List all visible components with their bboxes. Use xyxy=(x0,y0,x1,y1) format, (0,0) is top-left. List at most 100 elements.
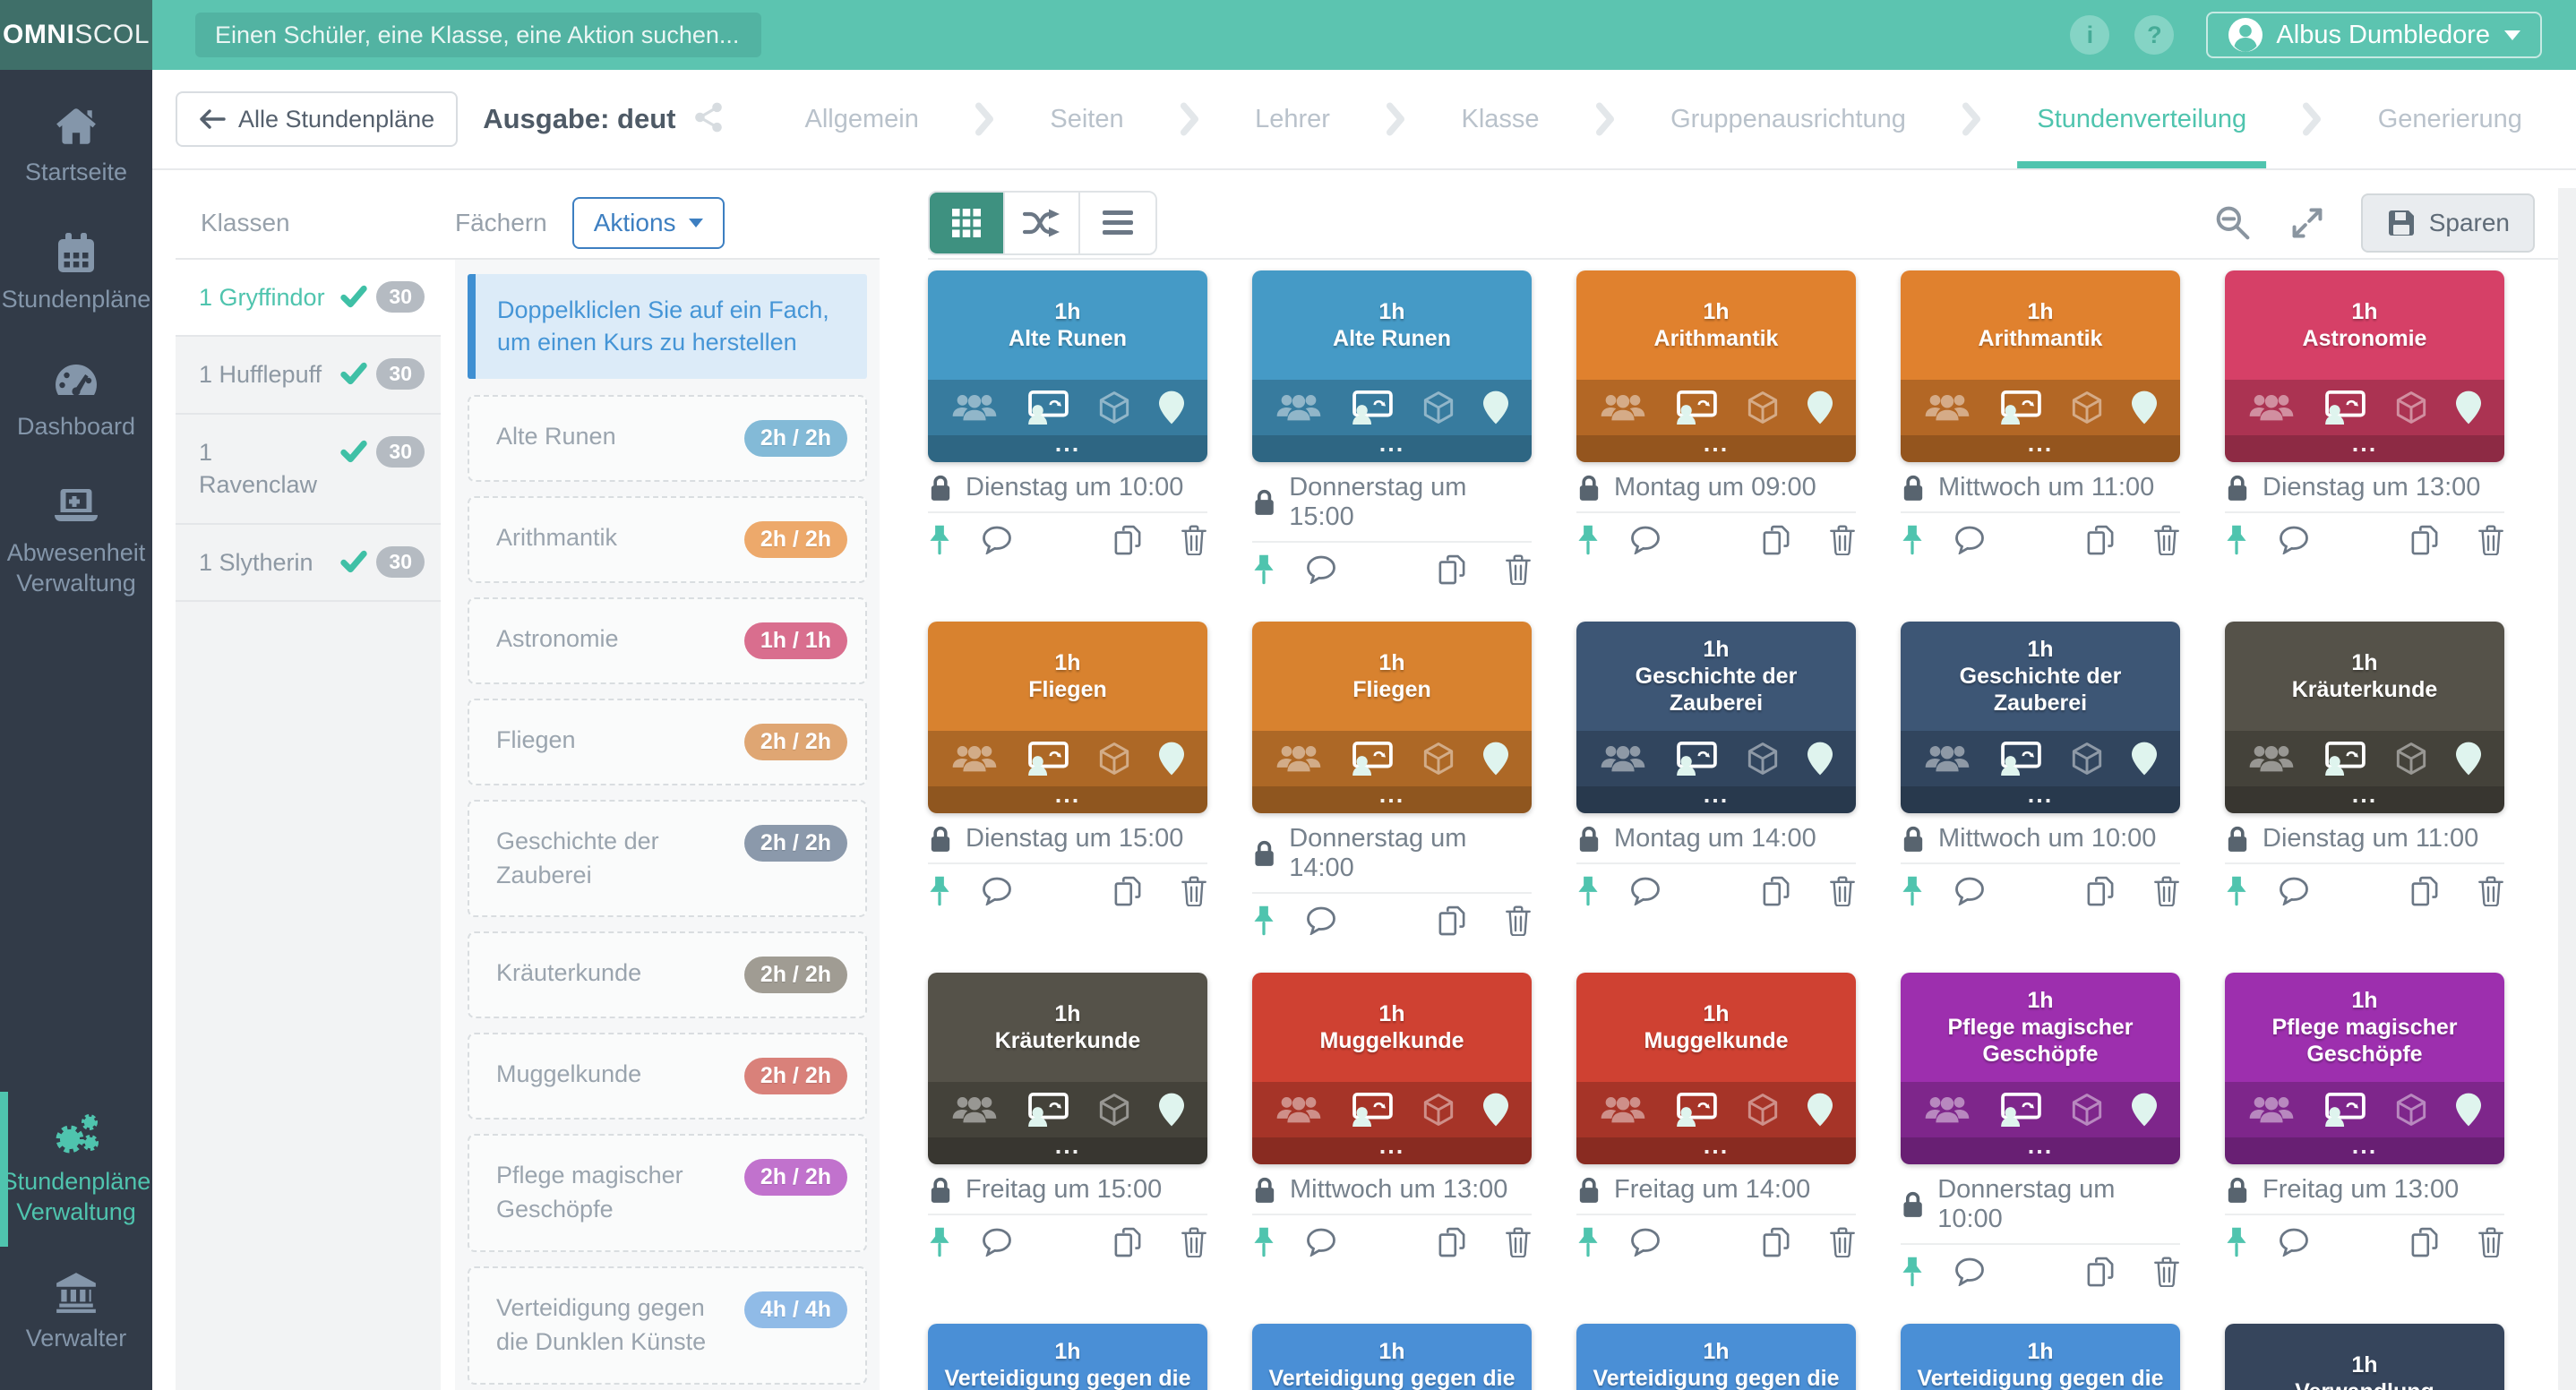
delete-icon[interactable] xyxy=(1505,554,1532,585)
course-card[interactable]: 1h Kräuterkunde ... xyxy=(2225,622,2504,813)
course-more-button[interactable]: ... xyxy=(1252,1134,1532,1164)
teacher-icon[interactable] xyxy=(1026,742,1070,776)
students-group-icon[interactable] xyxy=(1275,391,1322,424)
teacher-icon[interactable] xyxy=(2323,390,2367,425)
list-view-button[interactable] xyxy=(1080,193,1155,253)
comment-icon[interactable] xyxy=(1954,526,1985,554)
pin-icon[interactable] xyxy=(1576,524,1600,556)
course-more-button[interactable]: ... xyxy=(928,1134,1207,1164)
cube-icon[interactable] xyxy=(1097,390,1131,425)
comment-icon[interactable] xyxy=(1630,877,1661,905)
teacher-icon[interactable] xyxy=(1998,1093,2043,1127)
delete-icon[interactable] xyxy=(2153,876,2180,906)
shuffle-view-button[interactable] xyxy=(1005,193,1080,253)
comment-icon[interactable] xyxy=(1954,1257,1985,1286)
course-card[interactable]: 1h Alte Runen ... xyxy=(1252,270,1532,462)
class-list-item[interactable]: 1 Slytherin 30 xyxy=(176,524,441,603)
copy-icon[interactable] xyxy=(1114,1227,1141,1257)
copy-icon[interactable] xyxy=(1438,554,1465,585)
delete-icon[interactable] xyxy=(1829,1227,1856,1257)
copy-icon[interactable] xyxy=(2087,525,2114,555)
cube-icon[interactable] xyxy=(1746,1093,1780,1127)
cube-icon[interactable] xyxy=(1097,1093,1131,1127)
location-pin-icon[interactable] xyxy=(1158,390,1184,425)
comment-icon[interactable] xyxy=(982,526,1012,554)
subject-list-item[interactable]: Fliegen 2h / 2h xyxy=(468,698,867,785)
pin-icon[interactable] xyxy=(1901,875,1924,907)
course-more-button[interactable]: ... xyxy=(1901,432,2180,462)
sidebar-item-stundenplaene-verwaltung[interactable]: Stundenpläne Verwaltung xyxy=(0,1091,152,1247)
teacher-icon[interactable] xyxy=(1026,1093,1070,1127)
pin-icon[interactable] xyxy=(2225,1226,2248,1258)
location-pin-icon[interactable] xyxy=(1158,1093,1184,1127)
teacher-icon[interactable] xyxy=(2323,742,2367,776)
course-more-button[interactable]: ... xyxy=(1576,783,1856,813)
course-more-button[interactable]: ... xyxy=(928,783,1207,813)
teacher-icon[interactable] xyxy=(2323,1093,2367,1127)
course-card[interactable]: 1h Verteidigung gegen die Dunklen Künste… xyxy=(1252,1324,1532,1390)
share-icon[interactable] xyxy=(693,101,724,138)
delete-icon[interactable] xyxy=(1505,1227,1532,1257)
copy-icon[interactable] xyxy=(2411,1227,2438,1257)
location-pin-icon[interactable] xyxy=(2455,390,2481,425)
wizard-step[interactable]: Stundenverteilung xyxy=(2037,70,2246,168)
pin-icon[interactable] xyxy=(2225,524,2248,556)
pin-icon[interactable] xyxy=(1252,905,1275,937)
course-more-button[interactable]: ... xyxy=(1252,432,1532,462)
course-more-button[interactable]: ... xyxy=(1252,783,1532,813)
copy-icon[interactable] xyxy=(1763,876,1790,906)
delete-icon[interactable] xyxy=(1829,525,1856,555)
pin-icon[interactable] xyxy=(2225,875,2248,907)
teacher-icon[interactable] xyxy=(1350,742,1395,776)
actions-dropdown-button[interactable]: Aktions xyxy=(571,197,725,249)
sidebar-item-startseite[interactable]: Startseite xyxy=(0,102,152,188)
teacher-icon[interactable] xyxy=(1674,390,1719,425)
delete-icon[interactable] xyxy=(1181,876,1207,906)
location-pin-icon[interactable] xyxy=(1158,742,1184,776)
cube-icon[interactable] xyxy=(2070,390,2104,425)
copy-icon[interactable] xyxy=(1763,525,1790,555)
cube-icon[interactable] xyxy=(2070,742,2104,776)
location-pin-icon[interactable] xyxy=(2455,742,2481,776)
info-icon[interactable]: i xyxy=(2070,15,2110,55)
pin-icon[interactable] xyxy=(928,875,951,907)
course-card[interactable]: 1h Arithmantik ... xyxy=(1576,270,1856,462)
location-pin-icon[interactable] xyxy=(2131,390,2157,425)
students-group-icon[interactable] xyxy=(951,742,998,775)
location-pin-icon[interactable] xyxy=(1807,742,1833,776)
teacher-icon[interactable] xyxy=(1674,1093,1719,1127)
subject-list-item[interactable]: Arithmantik 2h / 2h xyxy=(468,495,867,583)
course-more-button[interactable]: ... xyxy=(2225,432,2504,462)
cube-icon[interactable] xyxy=(1421,390,1455,425)
delete-icon[interactable] xyxy=(2477,525,2504,555)
save-button[interactable]: Sparen xyxy=(2360,193,2535,253)
cube-icon[interactable] xyxy=(1097,742,1131,776)
course-more-button[interactable]: ... xyxy=(928,432,1207,462)
sidebar-item-dashboard[interactable]: Dashboard xyxy=(0,356,152,442)
course-more-button[interactable]: ... xyxy=(2225,1134,2504,1164)
course-card[interactable]: 1h Fliegen ... xyxy=(928,622,1207,813)
copy-icon[interactable] xyxy=(2411,525,2438,555)
teacher-icon[interactable] xyxy=(1674,742,1719,776)
pin-icon[interactable] xyxy=(1576,875,1600,907)
user-menu-button[interactable]: Albus Dumbledore xyxy=(2206,12,2542,58)
course-card[interactable]: 1h Muggelkunde ... xyxy=(1252,973,1532,1164)
scrollbar[interactable] xyxy=(2558,188,2576,1390)
students-group-icon[interactable] xyxy=(2248,391,2295,424)
course-card[interactable]: 1h Arithmantik ... xyxy=(1901,270,2180,462)
delete-icon[interactable] xyxy=(1505,905,1532,936)
sidebar-item-abwesenheit[interactable]: Abwesenheit Verwaltung xyxy=(0,483,152,599)
course-card[interactable]: 1h Geschichte der Zauberei ... xyxy=(1576,622,1856,813)
location-pin-icon[interactable] xyxy=(2131,1093,2157,1127)
cube-icon[interactable] xyxy=(1421,1093,1455,1127)
sidebar-item-stundenplaene[interactable]: Stundenpläne xyxy=(0,229,152,315)
sidebar-item-verwalter[interactable]: Verwalter xyxy=(0,1268,152,1354)
location-pin-icon[interactable] xyxy=(2131,742,2157,776)
course-more-button[interactable]: ... xyxy=(1901,1134,2180,1164)
location-pin-icon[interactable] xyxy=(1482,1093,1508,1127)
course-card[interactable]: 1h Verteidigung gegen die Dunklen Künste… xyxy=(1576,1324,1856,1390)
course-card[interactable]: 1h Pflege magischer Geschöpfe ... xyxy=(2225,973,2504,1164)
delete-icon[interactable] xyxy=(1181,525,1207,555)
comment-icon[interactable] xyxy=(1306,555,1336,584)
back-button[interactable]: Alle Stundenpläne xyxy=(176,91,459,147)
